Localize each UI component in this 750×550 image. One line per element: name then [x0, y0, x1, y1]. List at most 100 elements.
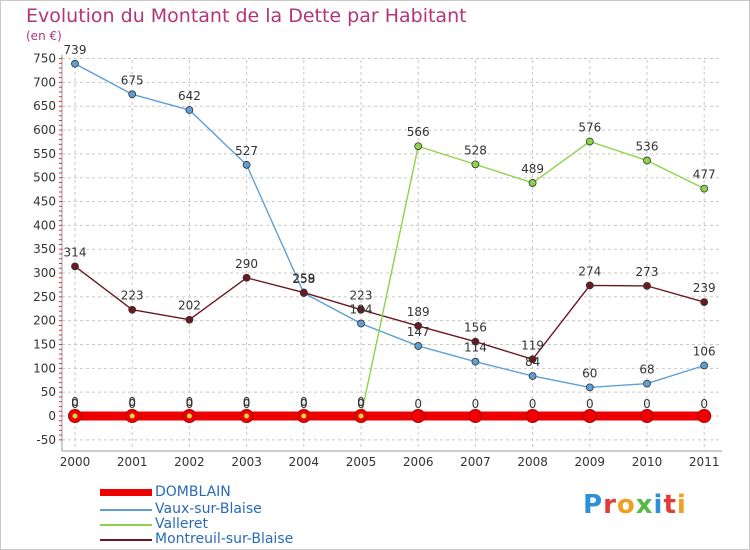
data-point	[585, 281, 594, 290]
legend-swatch	[100, 524, 152, 526]
data-point	[528, 355, 537, 364]
data-point	[582, 409, 597, 423]
logo-letter: r	[603, 490, 617, 520]
data-label: 566	[407, 125, 430, 139]
y-tick-label: 250	[33, 290, 56, 304]
data-label: 536	[636, 140, 659, 154]
data-label: 273	[636, 265, 659, 279]
data-label: 477	[693, 168, 716, 182]
data-point	[71, 262, 79, 271]
y-tick-label: 400	[33, 218, 56, 232]
x-tick-label: 2010	[632, 455, 663, 469]
data-label: 147	[407, 325, 430, 339]
data-point	[299, 288, 308, 297]
data-label: 675	[121, 73, 144, 87]
data-label: 0	[71, 397, 79, 411]
data-point	[700, 184, 709, 193]
data-point	[471, 160, 480, 169]
data-label: 119	[521, 338, 544, 352]
y-tick-label: 50	[41, 385, 56, 399]
series-line	[74, 265, 705, 360]
data-point	[643, 281, 651, 290]
data-label: 106	[693, 344, 716, 358]
data-point	[128, 305, 137, 314]
x-tick-label: 2004	[289, 455, 320, 469]
x-tick-label: 2005	[346, 455, 377, 469]
data-label: 194	[350, 303, 373, 317]
data-point	[129, 413, 135, 419]
data-label: 528	[464, 143, 487, 157]
data-point	[700, 298, 709, 306]
data-point	[525, 409, 540, 423]
y-tick-label: 700	[33, 75, 56, 89]
data-point	[528, 179, 537, 187]
legend-swatch	[100, 489, 152, 496]
logo-letter: i	[676, 490, 687, 520]
data-point	[471, 337, 480, 346]
proxiti-logo: Proxiti	[583, 490, 687, 520]
data-point	[185, 315, 194, 324]
y-tick-label: 600	[33, 123, 56, 137]
y-tick-label: -50	[36, 433, 56, 447]
data-label: 0	[643, 397, 651, 411]
data-point	[640, 409, 654, 423]
data-label: 60	[582, 366, 597, 380]
x-tick-label: 2001	[117, 455, 148, 469]
data-point	[244, 413, 250, 419]
data-label: 239	[693, 281, 716, 295]
legend-label: Vaux-sur-Blaise	[155, 501, 262, 517]
x-tick-label: 2007	[460, 455, 491, 469]
x-tick-label: 2006	[403, 455, 434, 469]
legend-label: Valleret	[155, 516, 209, 532]
data-label: 290	[235, 257, 258, 271]
logo-letter: t	[663, 490, 677, 520]
y-tick-label: 0	[48, 409, 56, 423]
data-point	[585, 137, 594, 146]
x-tick-label: 2003	[231, 455, 262, 469]
data-label: 0	[243, 397, 251, 411]
data-point	[643, 379, 651, 388]
data-label: 0	[186, 397, 194, 411]
data-point	[528, 372, 537, 380]
data-label: 0	[472, 397, 480, 411]
data-label: 739	[64, 43, 87, 57]
unit-label: (en €)	[26, 29, 62, 43]
data-point	[414, 342, 423, 350]
y-tick-label: 200	[33, 314, 56, 328]
x-tick-label: 2009	[575, 455, 606, 469]
logo-letter: i	[653, 490, 664, 520]
data-point	[128, 90, 137, 99]
x-tick-label: 2000	[60, 455, 91, 469]
data-label: 314	[64, 245, 87, 259]
series-line	[75, 140, 705, 417]
data-label: 0	[700, 397, 708, 411]
data-label: 0	[586, 397, 594, 411]
y-tick-label: 450	[33, 195, 56, 209]
data-label: 0	[243, 395, 251, 409]
data-point	[700, 361, 709, 370]
x-tick-label: 2008	[517, 455, 548, 469]
data-point	[411, 409, 426, 423]
legend-label: Montreuil-sur-Blaise	[155, 531, 294, 547]
data-label: 258	[292, 272, 315, 286]
data-label: 0	[357, 397, 365, 411]
data-label: 114	[464, 341, 487, 355]
data-point	[357, 305, 365, 314]
data-label: 0	[128, 397, 136, 411]
data-point	[242, 160, 251, 169]
series-line	[74, 63, 705, 389]
data-label: 489	[521, 162, 544, 176]
data-label-layer: 0 0 0 0 0 0 0 0 0 0 0 00 0 0 0 0 05665284895765364777396…	[64, 43, 716, 411]
data-label: 0	[186, 395, 194, 409]
y-tick-label: 750	[33, 52, 56, 66]
data-label: 0	[71, 395, 79, 409]
data-label: 202	[178, 299, 201, 313]
legend-swatch	[100, 509, 152, 511]
y-tick-label: 300	[33, 266, 56, 280]
axis-layer: -500501001502002503003504004505005506006…	[33, 52, 722, 469]
data-point	[414, 142, 423, 151]
data-point	[414, 322, 423, 330]
data-label: 68	[639, 363, 654, 377]
